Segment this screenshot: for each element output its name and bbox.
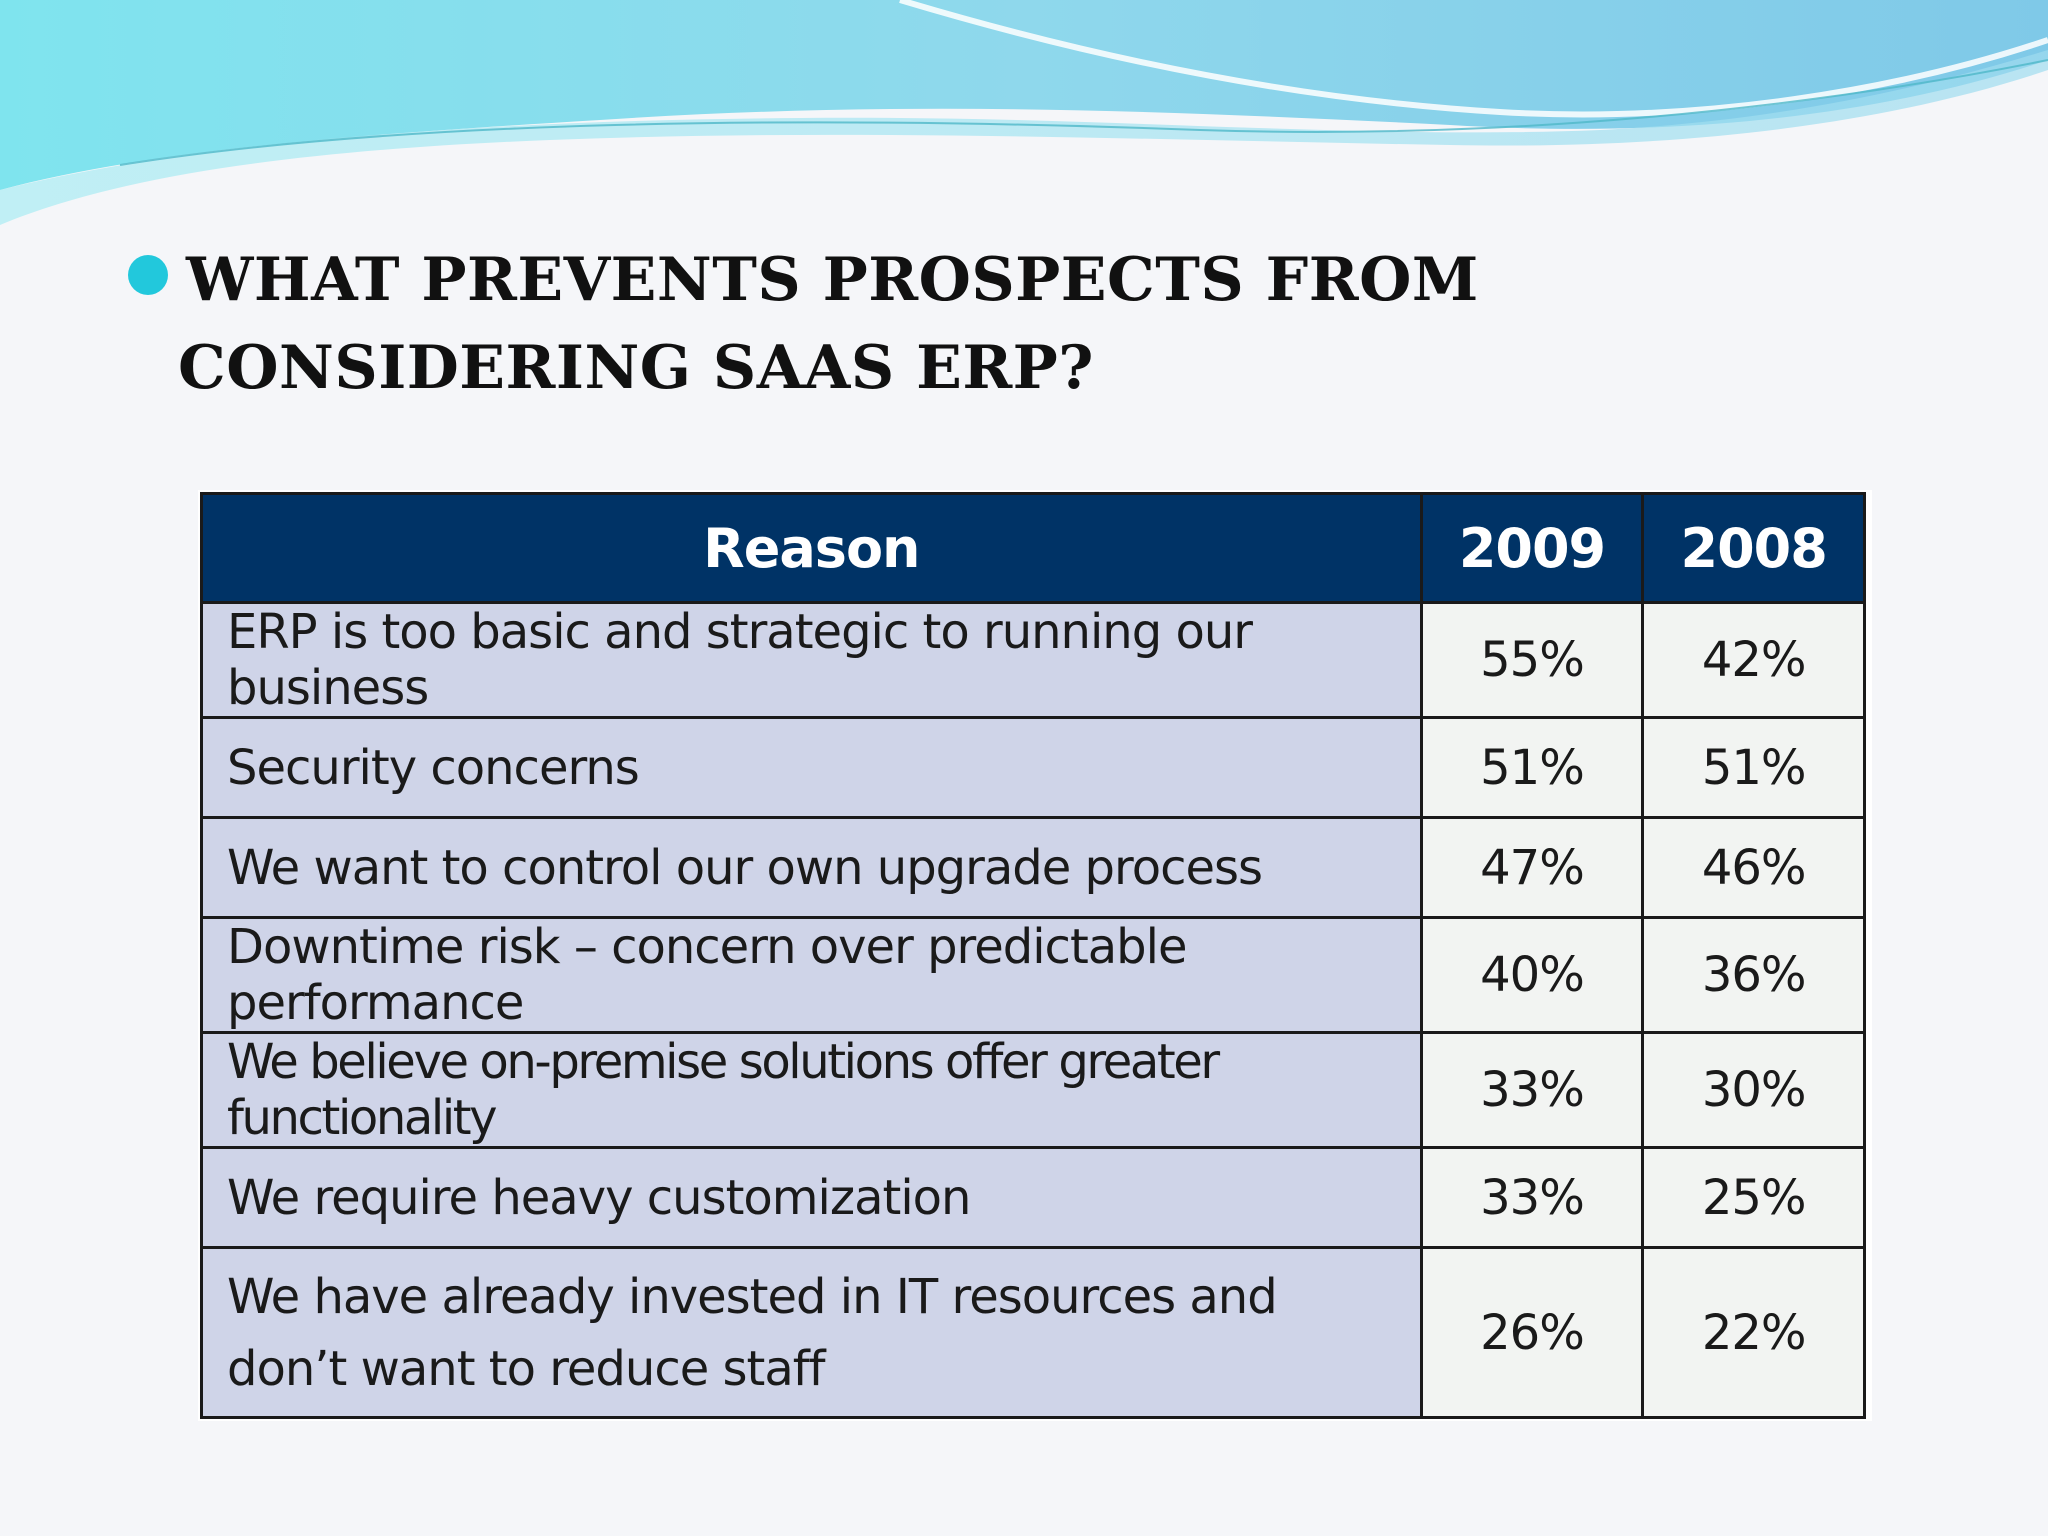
- reasons-table-container: Reason 2009 2008 ERP is too basic and st…: [198, 490, 1872, 1421]
- value-2008-cell: 51%: [1641, 716, 1866, 819]
- value-2009-cell: 40%: [1419, 916, 1645, 1034]
- reason-cell: ERP is too basic and strategic to runnin…: [200, 601, 1423, 719]
- value-2008-cell: 46%: [1641, 816, 1866, 919]
- table-row: We believe on-premise solutions offer gr…: [200, 1031, 1866, 1149]
- header-2008: 2008: [1641, 492, 1866, 604]
- value-2008-cell: 22%: [1641, 1246, 1866, 1419]
- header-reason: Reason: [200, 492, 1423, 604]
- table-row: We want to control our own upgrade proce…: [200, 816, 1866, 919]
- table-row: Downtime risk – concern over predictable…: [200, 916, 1866, 1034]
- value-2008-cell: 30%: [1641, 1031, 1866, 1149]
- reason-cell: Downtime risk – concern over predictable…: [200, 916, 1423, 1034]
- reason-cell: We want to control our own upgrade proce…: [200, 816, 1423, 919]
- value-2009-cell: 33%: [1419, 1031, 1645, 1149]
- reason-cell: We believe on-premise solutions offer gr…: [200, 1031, 1423, 1149]
- title-block: WHAT PREVENTS PROSPECTS FROM CONSIDERING…: [126, 236, 1826, 412]
- reasons-table: Reason 2009 2008 ERP is too basic and st…: [200, 492, 1866, 1419]
- table-header-row: Reason 2009 2008: [200, 492, 1866, 604]
- table-row: ERP is too basic and strategic to runnin…: [200, 601, 1866, 719]
- reason-cell: We have already invested in IT resources…: [200, 1246, 1423, 1419]
- table-row: Security concerns 51% 51%: [200, 716, 1866, 819]
- circle-bullet-icon: [128, 255, 168, 295]
- value-2009-cell: 33%: [1419, 1146, 1645, 1249]
- reason-cell: We require heavy customization: [200, 1146, 1423, 1249]
- value-2009-cell: 51%: [1419, 716, 1645, 819]
- value-2009-cell: 26%: [1419, 1246, 1645, 1419]
- reason-cell: Security concerns: [200, 716, 1423, 819]
- value-2009-cell: 47%: [1419, 816, 1645, 919]
- header-2009: 2009: [1419, 492, 1645, 604]
- table-row: We have already invested in IT resources…: [200, 1246, 1866, 1419]
- value-2008-cell: 36%: [1641, 916, 1866, 1034]
- value-2008-cell: 42%: [1641, 601, 1866, 719]
- table-row: We require heavy customization 33% 25%: [200, 1146, 1866, 1249]
- slide-title: WHAT PREVENTS PROSPECTS FROM CONSIDERING…: [126, 236, 1826, 412]
- title-line-2: CONSIDERING SAAS ERP?: [178, 333, 1094, 403]
- title-line-1: WHAT PREVENTS PROSPECTS FROM: [186, 245, 1479, 315]
- value-2009-cell: 55%: [1419, 601, 1645, 719]
- value-2008-cell: 25%: [1641, 1146, 1866, 1249]
- decorative-wave-banner: [0, 0, 2048, 225]
